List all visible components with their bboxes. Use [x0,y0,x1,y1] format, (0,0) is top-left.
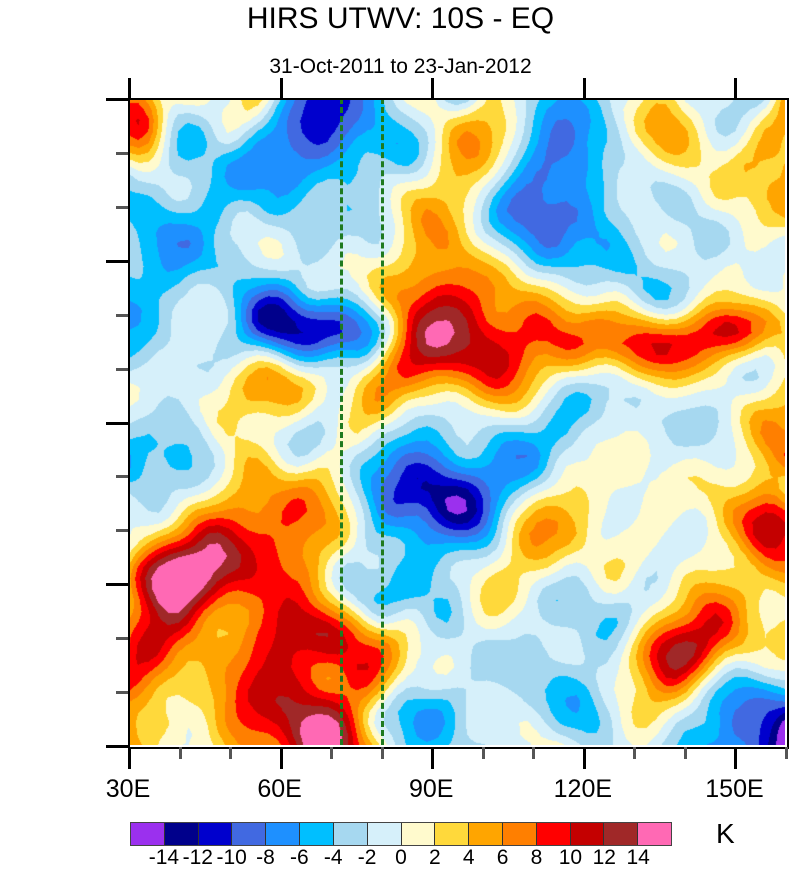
x-tick-minor [683,747,687,759]
colorbar-swatch [536,823,571,845]
x-tick-minor [633,747,637,759]
colorbar [130,822,672,846]
x-tick-top [128,78,131,98]
colorbar-tick-label: -6 [290,846,309,869]
colorbar-swatch [300,823,334,845]
colorbar-tick-label: -14 [148,846,180,869]
y-tick-minor [116,691,128,695]
y-tick-major [106,259,128,263]
y-tick-minor [116,475,128,479]
x-tick-minor [229,747,233,759]
x-tick-minor [785,747,788,759]
x-tick-top [734,78,738,98]
colorbar-tick-label: 10 [558,846,583,869]
colorbar-swatch [131,823,165,845]
x-tick-major [431,747,435,769]
colorbar-swatch [232,823,267,845]
y-tick-minor [116,637,128,641]
y-tick-minor [116,205,128,209]
x-tick-minor [481,747,485,759]
colorbar-swatch [333,823,368,845]
x-tick-minor [532,747,536,759]
colorbar-tick-label: -4 [323,846,343,869]
colorbar-tick-label: -10 [216,846,247,869]
x-tick-label: 150E [705,775,764,803]
annotation-vline [340,98,344,745]
x-tick-major [582,747,586,769]
x-tick-major [734,747,738,769]
x-tick-major [279,747,283,769]
x-tick-top [582,78,586,98]
y-tick-minor [116,367,128,371]
contour-field-canvas [128,98,785,745]
x-tick-label: 90E [408,775,454,803]
colorbar-tick-label: 12 [592,846,616,869]
x-tick-minor [178,747,182,759]
y-tick-major [106,421,128,425]
colorbar-tick-label: -12 [182,846,213,869]
colorbar-tick-labels: -14 -12 -10 -8 -6 -4 -2 0 2 4 6 8 10 12 14 [130,846,672,869]
colorbar-units-label: K [716,818,735,849]
x-tick-minor [380,747,384,759]
colorbar-swatch [469,823,503,845]
colorbar-swatch [604,823,639,845]
x-tick-label: 60E [257,775,302,803]
x-tick-top [431,78,435,98]
y-tick-minor [116,313,128,317]
contour-plot-area [128,98,785,745]
x-tick-top [279,78,283,98]
y-tick-minor [116,151,128,155]
colorbar-swatch [638,823,671,845]
colorbar-tick-label: 2 [429,846,441,869]
y-tick-major [106,98,128,101]
x-tick-major [128,747,131,769]
x-axis: 30E 60E 90E 120E 150E [106,747,788,817]
colorbar-swatch [367,823,402,845]
y-tick-minor [116,529,128,533]
colorbar-tick-label: -8 [256,846,275,869]
x-tick-label: 120E [553,775,613,803]
y-tick-major [106,745,128,748]
colorbar-swatch [502,823,537,845]
page-title: HIRS UTWV: 10S - EQ [246,2,555,35]
page-subtitle: 31-Oct-2011 to 23-Jan-2012 [269,55,532,78]
x-tick-minor [330,747,334,759]
colorbar-swatch [266,823,301,845]
y-tick-major [106,583,128,587]
annotation-vline [380,98,384,745]
colorbar-swatch [401,823,436,845]
colorbar-tick-label: 14 [626,846,650,869]
colorbar-tick-label: 6 [496,846,509,869]
colorbar-tick-label: 4 [462,846,475,869]
colorbar-swatch [164,823,199,845]
x-tick-label: 30E [105,775,151,803]
colorbar-swatch [570,823,605,845]
colorbar-tick-label: -2 [357,846,377,869]
colorbar-tick-label: 0 [395,846,407,869]
colorbar-swatch [198,823,233,845]
colorbar-tick-label: 8 [530,846,543,869]
colorbar-swatch [435,823,470,845]
